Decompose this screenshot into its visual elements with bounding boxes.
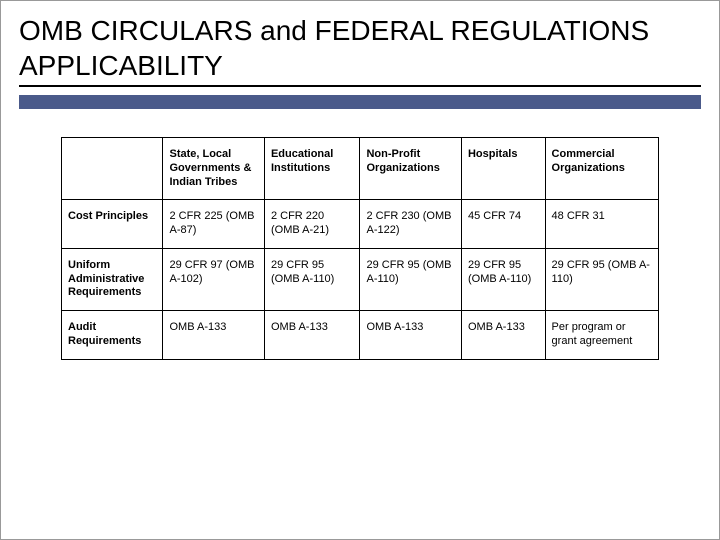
table-header-row: State, Local Governments & Indian Tribes…	[62, 138, 659, 200]
table-cell: OMB A-133	[360, 311, 461, 360]
table-cell: 2 CFR 220 (OMB A-21)	[264, 200, 360, 249]
table-cell: 2 CFR 225 (OMB A-87)	[163, 200, 264, 249]
row-header: Cost Principles	[62, 200, 163, 249]
table-cell: 29 CFR 95 (OMB A-110)	[264, 248, 360, 310]
title-accent-bar	[19, 95, 701, 109]
table-cell: Per program or grant agreement	[545, 311, 658, 360]
page-title: OMB CIRCULARS and FEDERAL REGULATIONS AP…	[19, 13, 701, 87]
row-header: Audit Requirements	[62, 311, 163, 360]
table-cell: 29 CFR 95 (OMB A-110)	[545, 248, 658, 310]
table-cell: 2 CFR 230 (OMB A-122)	[360, 200, 461, 249]
row-header: Uniform Administrative Requirements	[62, 248, 163, 310]
col-header: Hospitals	[461, 138, 545, 200]
table-cell: 45 CFR 74	[461, 200, 545, 249]
table-container: State, Local Governments & Indian Tribes…	[1, 109, 719, 380]
table-cell: 29 CFR 95 (OMB A-110)	[360, 248, 461, 310]
col-header: State, Local Governments & Indian Tribes	[163, 138, 264, 200]
table-row: Cost Principles 2 CFR 225 (OMB A-87) 2 C…	[62, 200, 659, 249]
applicability-table: State, Local Governments & Indian Tribes…	[61, 137, 659, 360]
col-header: Non-Profit Organizations	[360, 138, 461, 200]
table-corner-cell	[62, 138, 163, 200]
table-row: Audit Requirements OMB A-133 OMB A-133 O…	[62, 311, 659, 360]
title-block: OMB CIRCULARS and FEDERAL REGULATIONS AP…	[1, 1, 719, 91]
table-cell: OMB A-133	[461, 311, 545, 360]
table-cell: OMB A-133	[163, 311, 264, 360]
table-row: Uniform Administrative Requirements 29 C…	[62, 248, 659, 310]
col-header: Commercial Organizations	[545, 138, 658, 200]
table-cell: OMB A-133	[264, 311, 360, 360]
table-cell: 48 CFR 31	[545, 200, 658, 249]
col-header: Educational Institutions	[264, 138, 360, 200]
table-cell: 29 CFR 97 (OMB A-102)	[163, 248, 264, 310]
table-cell: 29 CFR 95 (OMB A-110)	[461, 248, 545, 310]
